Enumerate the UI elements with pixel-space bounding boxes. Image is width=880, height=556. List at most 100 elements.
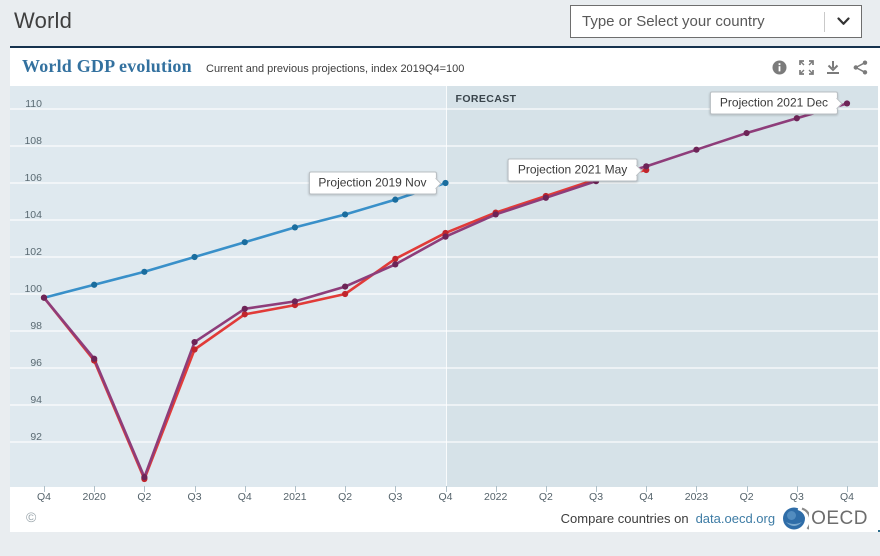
data-point[interactable] [191, 253, 198, 261]
x-tick-label: Q3 [589, 491, 604, 503]
x-tick-label: 2021 [283, 491, 307, 503]
data-point[interactable] [843, 100, 851, 107]
data-point[interactable] [91, 281, 98, 288]
data-oecd-link[interactable]: data.oecd.org [695, 511, 776, 526]
info-icon[interactable] [771, 59, 787, 75]
y-tick-label: 94 [30, 394, 42, 406]
y-tick-label: 106 [24, 172, 42, 184]
x-tick [545, 486, 547, 492]
data-point[interactable] [342, 290, 349, 298]
forecast-label: FORECAST [455, 93, 517, 105]
chart-toolbar [771, 59, 868, 75]
copyright-icon[interactable]: © [26, 509, 37, 525]
y-tick-label: 98 [30, 320, 42, 332]
page-title: World [14, 8, 73, 33]
data-point[interactable] [40, 294, 48, 301]
x-tick-label: Q2 [338, 491, 353, 503]
series-line-2 [42, 102, 848, 479]
x-tick [44, 486, 45, 492]
data-point[interactable] [542, 194, 549, 201]
x-tick [495, 486, 497, 492]
x-tick-label: 2023 [684, 491, 709, 503]
x-tick-label: Q4 [839, 491, 855, 503]
x-tick [294, 486, 296, 492]
x-tick-label: Q3 [187, 491, 202, 503]
series-annotation: Projection 2021 Dec [709, 91, 838, 115]
data-point[interactable] [392, 196, 399, 203]
compare-countries-text: Compare countries on [560, 511, 689, 526]
chart-titlebar: World GDP evolution Current and previous… [10, 48, 880, 86]
data-point[interactable] [241, 305, 248, 312]
data-point[interactable] [191, 346, 198, 353]
x-tick-label: Q2 [739, 491, 754, 503]
x-tick [445, 486, 447, 492]
country-select-placeholder: Type or Select your country [582, 13, 765, 30]
y-tick-label: 96 [30, 357, 42, 369]
data-point[interactable] [291, 224, 299, 231]
x-tick [796, 486, 798, 492]
oecd-logo-text: OECD [811, 507, 868, 529]
x-tick-label: 2022 [484, 491, 508, 503]
forecast-band [445, 86, 878, 487]
x-tick [345, 486, 347, 492]
data-point[interactable] [392, 261, 399, 268]
data-point[interactable] [442, 233, 449, 240]
x-tick [244, 486, 246, 492]
chart-plot-area[interactable]: FORECAST 92 94 96 98 100 102 104 106 108 110 Proj… [10, 86, 878, 487]
data-point[interactable] [342, 283, 349, 290]
data-point[interactable] [291, 298, 299, 305]
download-icon[interactable] [825, 59, 841, 75]
y-tick-label: 92 [30, 431, 42, 443]
x-tick [194, 486, 196, 492]
chevron-down-icon[interactable] [825, 17, 861, 26]
x-tick [596, 486, 598, 492]
x-axis: Q4 2020 Q2 Q3 Q4 2021 Q2 Q3 Q4 2022 Q2 Q3 Q4 2023 Q2 Q3… [10, 486, 878, 505]
data-point[interactable] [743, 129, 750, 137]
card-footer: © Compare countries on data.oecd.org OEC… [10, 505, 878, 532]
data-point[interactable] [241, 311, 248, 318]
data-point[interactable] [191, 339, 198, 346]
data-point[interactable] [141, 474, 148, 481]
y-tick-label: 104 [24, 209, 42, 221]
divider [824, 11, 825, 32]
data-point[interactable] [793, 115, 800, 122]
x-tick [847, 486, 848, 492]
x-tick-label: Q4 [639, 491, 654, 503]
x-tick-label: Q3 [789, 491, 804, 503]
x-tick-label: Q2 [137, 491, 152, 503]
y-tick-label: 100 [24, 283, 42, 295]
data-point[interactable] [492, 211, 499, 218]
data-point[interactable] [91, 355, 98, 362]
data-point[interactable] [693, 146, 700, 153]
data-point[interactable] [241, 239, 248, 246]
share-icon[interactable] [852, 59, 868, 75]
data-point[interactable] [141, 268, 148, 275]
y-tick-label: 102 [24, 246, 42, 258]
x-tick-label: 2020 [82, 491, 106, 503]
oecd-globe-icon [783, 507, 810, 530]
country-select-dropdown[interactable]: Type or Select your country [570, 5, 862, 38]
gdp-line-chart [10, 100, 878, 483]
x-tick [696, 486, 698, 492]
oecd-logo[interactable]: OECD [782, 505, 868, 532]
y-tick-label: 110 [25, 98, 42, 110]
data-point[interactable] [342, 211, 349, 218]
x-tick [144, 486, 146, 492]
chart-card: World GDP evolution Current and previous… [10, 46, 880, 532]
x-tick-label: Q2 [538, 491, 553, 503]
series-annotation: Projection 2021 May [507, 158, 638, 182]
fullscreen-icon[interactable] [798, 59, 814, 75]
y-tick-label: 108 [24, 135, 42, 147]
x-tick [395, 486, 397, 492]
data-point[interactable] [442, 179, 449, 187]
chart-subtitle: Current and previous projections, index … [206, 63, 465, 75]
page-header: World Type or Select your country [0, 0, 880, 46]
data-point[interactable] [392, 255, 399, 262]
x-tick-label: Q4 [438, 491, 453, 503]
x-tick [94, 486, 96, 492]
chart-title: World GDP evolution [22, 56, 192, 76]
x-tick-label: Q3 [388, 491, 403, 503]
data-point[interactable] [643, 163, 650, 170]
series-annotation: Projection 2019 Nov [308, 171, 437, 195]
x-tick [646, 486, 648, 492]
